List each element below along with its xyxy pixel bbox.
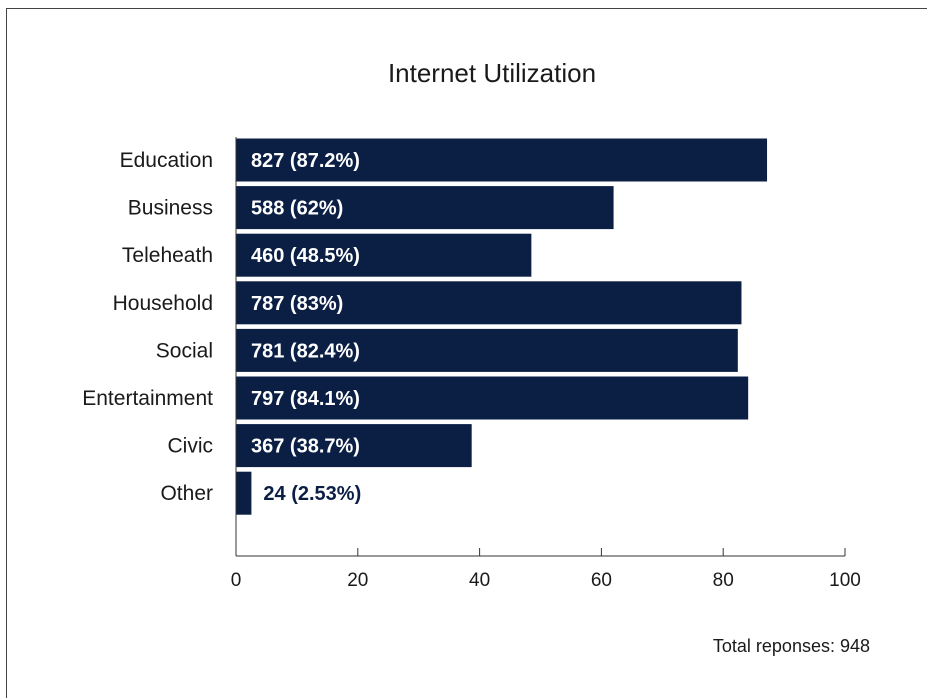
category-label-education: Education [120,149,213,172]
x-tick-label-0: 0 [231,570,242,591]
chart-title: Internet Utilization [388,58,596,88]
x-tick-label-100: 100 [829,570,861,591]
category-label-entertainment: Entertainment [82,387,213,410]
category-label-business: Business [128,197,213,220]
x-tick-label-60: 60 [591,570,612,591]
bar-civic [236,424,472,468]
bar-education [236,138,768,182]
x-tick-label-40: 40 [469,570,490,591]
plot-area: Education 827 (87.2%) Business 588 (62%) Tel… [82,137,861,591]
category-label-civic: Civic [168,435,214,458]
bar-household [236,281,742,325]
total-responses-note: Total reponses: 948 [713,636,870,656]
bar-entertainment [236,376,749,420]
category-label-teleheath: Teleheath [122,244,213,267]
category-label-household: Household [113,292,213,315]
x-tick-label-20: 20 [347,570,368,591]
data-label-entertainment: 797 (84.1%) [251,388,360,410]
data-label-civic: 367 (38.7%) [251,436,360,458]
data-label-household: 787 (83%) [251,293,343,315]
data-label-business: 588 (62%) [251,198,343,220]
bar-other [236,471,252,515]
category-label-social: Social [156,339,213,362]
x-tick-label-80: 80 [713,570,734,591]
data-label-social: 781 (82.4%) [251,340,360,362]
bar-social [236,328,738,372]
bar-business [236,186,614,230]
bar-teleheath [236,233,532,277]
data-label-teleheath: 460 (48.5%) [251,245,360,267]
data-label-other: 24 (2.53%) [263,483,361,505]
chart-frame [6,8,927,698]
data-label-education: 827 (87.2%) [251,150,360,172]
category-label-other: Other [160,482,213,505]
